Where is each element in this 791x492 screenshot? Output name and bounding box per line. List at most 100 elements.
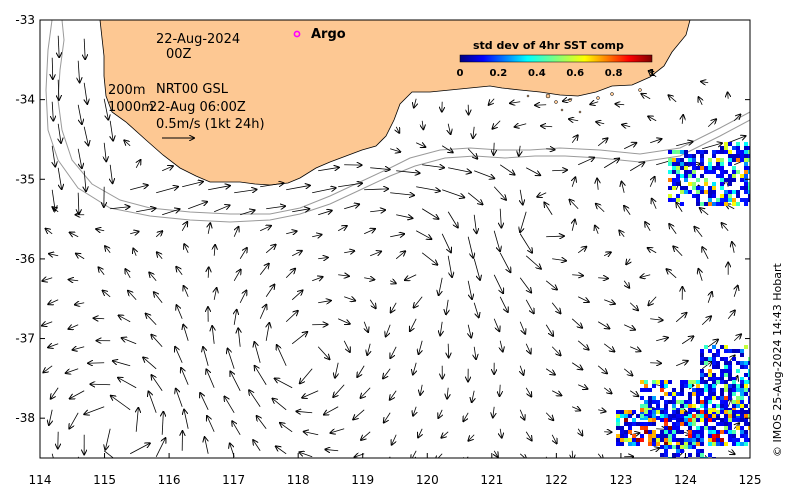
current-arrow	[212, 326, 214, 344]
sst-pixel	[684, 384, 688, 388]
sst-pixel	[732, 442, 736, 446]
sst-pixel	[712, 170, 716, 174]
current-arrow	[676, 361, 688, 367]
sst-pixel	[616, 426, 620, 430]
current-arrow	[681, 336, 693, 345]
current-arrow	[727, 310, 735, 320]
current-arrow	[489, 98, 495, 105]
sst-pixel	[740, 186, 744, 190]
current-arrow	[265, 285, 274, 297]
sst-pixel	[700, 174, 704, 178]
sst-pixel	[656, 442, 660, 446]
sst-pixel	[684, 418, 688, 422]
sst-pixel	[712, 365, 716, 369]
current-arrow	[249, 390, 261, 407]
current-arrow	[344, 297, 355, 301]
sst-pixel	[700, 377, 704, 381]
current-arrow	[572, 275, 583, 276]
sst-pixel	[652, 380, 656, 384]
sst-pixel	[672, 410, 676, 414]
sst-pixel	[724, 380, 728, 384]
current-arrow	[598, 278, 608, 279]
current-arrow	[184, 244, 188, 253]
sst-pixel	[700, 426, 704, 430]
sst-pixel	[724, 388, 728, 392]
sst-pixel	[728, 373, 732, 377]
sst-pixel	[660, 430, 664, 434]
sst-pixel	[692, 418, 696, 422]
current-arrow	[296, 411, 313, 412]
sst-pixel	[704, 373, 708, 377]
current-arrow	[572, 177, 575, 187]
sst-pixel	[732, 154, 736, 158]
sst-pixel	[680, 422, 684, 426]
sst-pixel	[732, 190, 736, 194]
current-arrow	[392, 434, 397, 445]
sst-pixel	[736, 150, 740, 154]
sst-pixel	[652, 414, 656, 418]
sst-pixel	[732, 158, 736, 162]
x-tick-label: 117	[222, 473, 245, 487]
sst-pixel	[708, 162, 712, 166]
current-arrow	[648, 116, 657, 120]
sst-pixel	[672, 198, 676, 202]
sst-pixel	[664, 414, 668, 418]
current-arrow	[707, 340, 718, 348]
sst-pixel	[700, 438, 704, 442]
sst-pixel	[680, 388, 684, 392]
sst-pixel	[688, 438, 692, 442]
current-arrow	[546, 149, 554, 150]
sst-pixel	[676, 198, 680, 202]
sst-pixel	[684, 154, 688, 158]
current-arrow	[708, 292, 712, 303]
current-arrow	[590, 102, 599, 105]
sst-pixel	[648, 400, 652, 404]
current-arrow	[499, 252, 510, 272]
sst-pixel	[676, 162, 680, 166]
sst-pixel	[628, 438, 632, 442]
sst-pixel	[744, 162, 748, 166]
sst-pixel	[664, 430, 668, 434]
sst-pixel	[680, 449, 684, 453]
sst-pixel	[716, 174, 720, 178]
current-arrow	[702, 143, 722, 150]
sst-pixel	[696, 430, 700, 434]
sst-pixel	[748, 166, 750, 170]
current-arrow	[151, 375, 163, 391]
sst-pixel	[744, 418, 748, 422]
sst-pixel	[720, 146, 724, 150]
axis-ticks	[39, 19, 751, 458]
current-arrow	[318, 301, 331, 303]
sst-pixel	[748, 361, 750, 365]
y-tick-label: -36	[15, 252, 35, 266]
sst-pixel	[640, 408, 644, 412]
sst-pixel	[656, 380, 660, 384]
sst-pixel	[684, 422, 688, 426]
sst-pixel	[688, 392, 692, 396]
sst-pixel	[712, 434, 716, 438]
current-arrow	[630, 346, 640, 351]
current-arrow	[438, 409, 442, 418]
sst-pixel	[732, 349, 736, 353]
sst-pixel	[736, 404, 740, 408]
current-arrow	[623, 280, 629, 288]
current-arrow	[111, 396, 131, 411]
current-arrow	[318, 211, 332, 216]
sst-pixel	[744, 146, 748, 150]
current-arrow	[541, 126, 553, 127]
sst-pixel	[672, 404, 676, 408]
colorbar-tick-label: 0	[457, 68, 464, 79]
sst-pixel	[716, 377, 720, 381]
sst-pixel	[748, 198, 750, 202]
current-arrow	[51, 387, 59, 399]
sst-pixel	[708, 357, 712, 361]
sst-pixel	[660, 453, 664, 457]
sst-pixel	[652, 396, 656, 400]
sst-pixel	[616, 422, 620, 426]
current-arrow	[707, 119, 716, 128]
current-arrow	[728, 399, 731, 407]
sst-pixel	[748, 170, 750, 174]
current-arrow	[595, 226, 598, 234]
current-arrow	[136, 208, 155, 213]
sst-pixel	[728, 388, 732, 392]
